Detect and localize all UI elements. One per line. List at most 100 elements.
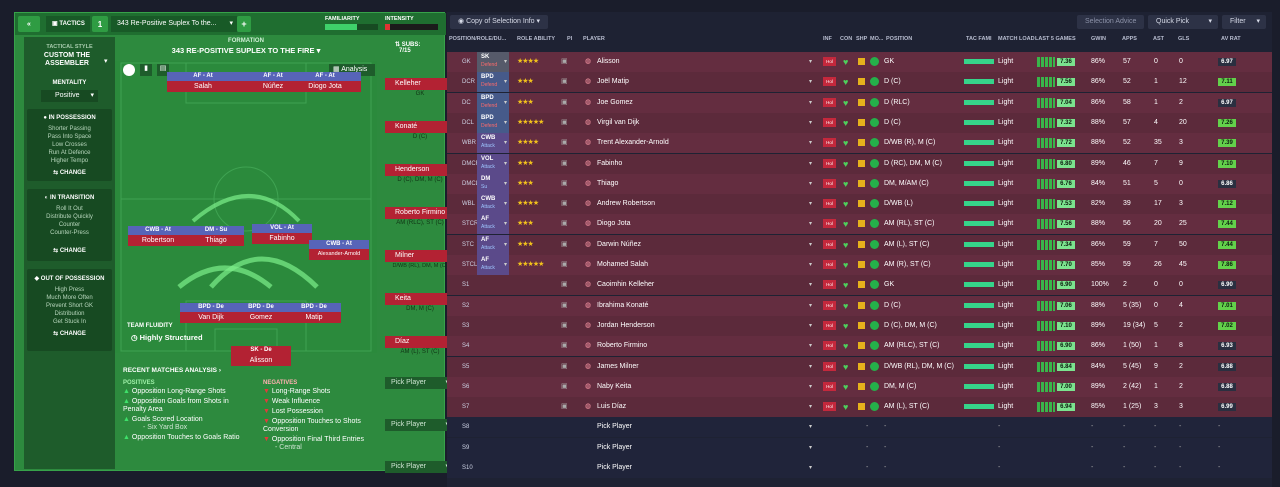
chevron-down-icon[interactable]: ▾	[809, 343, 813, 350]
info-icon[interactable]	[123, 64, 135, 76]
mentality-dropdown[interactable]: Positive ▾	[41, 90, 98, 102]
chevron-down-icon[interactable]: ▾	[809, 79, 813, 86]
player-name[interactable]: Joël Matip	[597, 78, 629, 86]
chevron-down-icon[interactable]: ▾	[809, 241, 813, 248]
column-header[interactable]: LAST 5 GAMES	[1035, 36, 1076, 42]
chevron-down-icon[interactable]: ▾	[809, 444, 813, 451]
player-instructions-icon[interactable]: ▣	[561, 281, 568, 289]
player-instructions-icon[interactable]: ▣	[561, 78, 568, 86]
table-row[interactable]: S5 ▣ ◍ James Milner ▾ Hol ♥ D/WB (RL), DM, M (C…	[447, 356, 1272, 377]
pitch-player[interactable]: BPD - De Van Dijk	[180, 303, 242, 323]
pitch-player[interactable]: CWB - At Robertson	[128, 226, 188, 246]
table-row[interactable]: DCR BPD Defend ▾ ★★★ ▣ ◍ Joël Matip ▾ Hol ♥ D (C) Li…	[447, 72, 1272, 93]
table-row[interactable]: DCL BPD Defend ▾ ★★★★★ ▣ ◍ Virgil van Dijk ▾ Hol ♥…	[447, 112, 1272, 133]
table-row[interactable]: STCR AF Attack ▾ ★★★ ▣ ◍ Diogo Jota ▾ Hol ♥ AM (RL)…	[447, 214, 1272, 235]
column-header[interactable]: SHP	[856, 36, 868, 42]
pitch-player[interactable]: BPD - De Gomez	[235, 303, 287, 323]
selection-advice-button[interactable]: Selection Advice	[1077, 15, 1145, 29]
table-row[interactable]: WBR CWB Attack ▾ ★★★★ ▣ ◍ Trent Alexander-Arnol…	[447, 133, 1272, 154]
player-instructions-icon[interactable]: ▣	[561, 342, 568, 350]
chevron-down-icon[interactable]: ▾	[809, 221, 813, 228]
table-row[interactable]: S9 Pick Player ▾ - - - - - - - -	[447, 437, 1272, 458]
player-instructions-icon[interactable]: ▣	[561, 301, 568, 309]
sub-player[interactable]: Díaz	[385, 336, 455, 348]
player-name[interactable]: Joe Gomez	[597, 98, 633, 106]
out-of-possession-card[interactable]: ◆ OUT OF POSSESSION High Press Much More…	[27, 269, 112, 351]
chevron-down-icon[interactable]: ▾	[504, 99, 508, 106]
chevron-down-icon[interactable]: ▾	[809, 282, 813, 289]
collapse-button[interactable]: «	[18, 16, 40, 32]
role-duty-box[interactable]	[477, 153, 509, 174]
chevron-down-icon[interactable]: ▾	[809, 424, 813, 431]
role-duty-box[interactable]	[477, 72, 509, 93]
table-row[interactable]: STC AF Attack ▾ ★★★ ▣ ◍ Darwin Núñez ▾ Hol ♥ AM (L)…	[447, 234, 1272, 255]
player-name[interactable]: Ibrahima Konaté	[597, 301, 649, 309]
player-instructions-icon[interactable]: ▣	[561, 118, 568, 126]
change-button[interactable]: ⇆ CHANGE	[53, 331, 86, 337]
table-row[interactable]: S10 Pick Player ▾ - - - - - - - -	[447, 458, 1272, 478]
pitch-player[interactable]: VOL - At Fabinho	[252, 224, 312, 244]
table-row[interactable]: GK SK Defend ▾ ★★★★ ▣ ◍ Alisson ▾ Hol ♥ GK Light 7.36…	[447, 52, 1272, 72]
role-duty-box[interactable]	[477, 214, 509, 235]
player-instructions-icon[interactable]: ▣	[561, 362, 568, 370]
table-row[interactable]: S2 ▣ ◍ Ibrahima Konaté ▾ Hol ♥ D (C) Light 7.06 88…	[447, 295, 1272, 316]
table-row[interactable]: STCL AF Attack ▾ ★★★★★ ▣ ◍ Mohamed Salah ▾ Hol ♥ AM…	[447, 255, 1272, 275]
player-name[interactable]: James Milner	[597, 362, 639, 370]
filter-button[interactable]: Filter ▾	[1222, 15, 1266, 29]
role-duty-box[interactable]	[477, 234, 509, 255]
chevron-down-icon[interactable]: ▾	[809, 383, 813, 390]
pitch-player[interactable]: AF - At Diogo Jota	[289, 72, 361, 92]
chevron-down-icon[interactable]: ▾	[504, 241, 508, 248]
player-name[interactable]: Andrew Robertson	[597, 200, 655, 208]
player-instructions-icon[interactable]: ▣	[561, 98, 568, 106]
chevron-down-icon[interactable]: ▾	[504, 160, 508, 167]
chevron-down-icon[interactable]: ▾	[809, 465, 813, 471]
pick-player-dropdown[interactable]: Pick Player▾	[385, 461, 453, 473]
column-header[interactable]: TAC FAMI	[966, 36, 992, 42]
tactical-style-value[interactable]: CUSTOM THE ASSEMBLER	[43, 52, 91, 67]
column-header[interactable]: INF	[823, 36, 832, 42]
column-header[interactable]: APPS	[1122, 36, 1137, 42]
player-name[interactable]: Naby Keita	[597, 382, 632, 390]
player-instructions-icon[interactable]: ▣	[561, 240, 568, 248]
player-name[interactable]: Jordan Henderson	[597, 321, 655, 329]
table-row[interactable]: S4 ▣ ◍ Roberto Firmino ▾ Hol ♥ AM (RLC), ST (C)…	[447, 336, 1272, 357]
pitch-player[interactable]: DM - Su Thiago	[188, 226, 244, 246]
chevron-down-icon[interactable]: ▾	[809, 201, 813, 208]
table-row[interactable]: DMCR VOL Attack ▾ ★★★ ▣ ◍ Fabinho ▾ Hol ♥ D (RC), D…	[447, 153, 1272, 174]
player-instructions-icon[interactable]: ▣	[561, 382, 568, 390]
chevron-down-icon[interactable]: ▾	[809, 363, 813, 370]
table-row[interactable]: DC BPD Defend ▾ ★★★ ▣ ◍ Joe Gomez ▾ Hol ♥ D (RLC) Li…	[447, 92, 1272, 113]
table-row[interactable]: DMCL DM Su ▾ ★★★ ▣ ◍ Thiago ▾ Hol ♥ DM, M/AM (C) Lig…	[447, 173, 1272, 194]
player-name[interactable]: Darwin Núñez	[597, 240, 641, 248]
column-header[interactable]: POSITION	[886, 36, 913, 42]
column-header[interactable]: AST	[1153, 36, 1164, 42]
pick-player-dropdown[interactable]: Pick Player	[597, 443, 633, 451]
chevron-down-icon[interactable]: ▾	[809, 302, 813, 309]
chevron-down-icon[interactable]: ▾	[809, 160, 813, 167]
player-name[interactable]: Mohamed Salah	[597, 261, 648, 268]
chevron-down-icon[interactable]: ▾	[809, 180, 813, 187]
pick-player-dropdown[interactable]: Pick Player	[597, 464, 633, 471]
chevron-down-icon[interactable]: ▾	[504, 59, 508, 65]
table-row[interactable]: S3 ▣ ◍ Jordan Henderson ▾ Hol ♥ D (C), DM, M (C…	[447, 315, 1272, 336]
player-instructions-icon[interactable]: ▣	[561, 179, 568, 187]
player-instructions-icon[interactable]: ▣	[561, 321, 568, 329]
player-name[interactable]: Virgil van Dijk	[597, 118, 640, 126]
sub-player[interactable]: Milner	[385, 250, 455, 262]
change-button[interactable]: ⇆ CHANGE	[53, 248, 86, 254]
pitch-player[interactable]: BPD - De Matip	[287, 303, 341, 323]
role-duty-box[interactable]	[477, 173, 509, 194]
table-row[interactable]: WBL CWB Attack ▾ ★★★★ ▣ ◍ Andrew Robertson ▾ Hol ♥…	[447, 194, 1272, 215]
player-instructions-icon[interactable]: ▣	[561, 403, 568, 411]
pitch-player[interactable]: SK - De Alisson	[231, 346, 291, 366]
add-tactic-button[interactable]: +	[237, 16, 251, 32]
in-possession-card[interactable]: ● IN POSSESSION Shorter Passing Pass Int…	[27, 109, 112, 181]
chevron-down-icon[interactable]: ▾	[504, 119, 508, 126]
chevron-down-icon[interactable]: ▾	[809, 59, 813, 65]
column-header[interactable]: ROLE ABILITY	[517, 36, 555, 42]
role-duty-box[interactable]	[477, 194, 509, 215]
chevron-down-icon[interactable]: ▾	[504, 79, 508, 86]
chevron-down-icon[interactable]: ▾	[809, 404, 813, 411]
player-name[interactable]: Caoimhin Kelleher	[597, 281, 655, 289]
